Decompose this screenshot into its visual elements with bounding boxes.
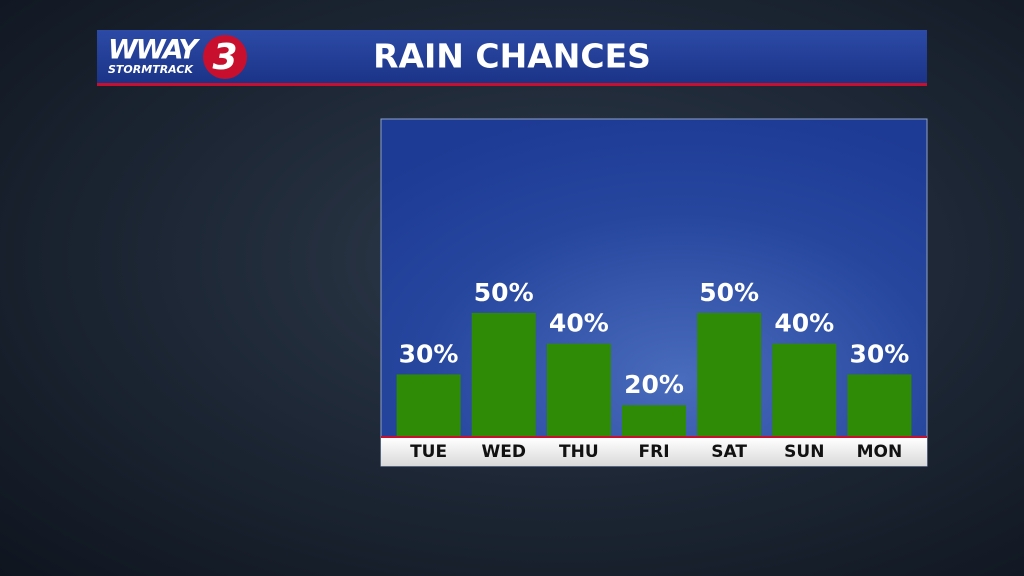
header-rule	[97, 83, 927, 86]
bar	[396, 374, 461, 436]
bar	[697, 312, 762, 436]
label-strip	[381, 438, 927, 466]
x-tick-label: SAT	[711, 442, 747, 462]
bar	[847, 374, 912, 436]
bar	[772, 343, 837, 436]
baseline	[381, 436, 927, 438]
x-tick-label: FRI	[638, 442, 669, 462]
x-tick-label: TUE	[410, 442, 447, 462]
logo-number: 3	[212, 37, 237, 78]
bar	[546, 343, 611, 436]
x-tick-label: THU	[559, 442, 599, 462]
value-label: 50%	[474, 278, 534, 307]
value-label: 40%	[774, 309, 834, 338]
chart-title: RAIN CHANCES	[373, 37, 651, 76]
x-tick-label: WED	[481, 442, 525, 462]
value-label: 30%	[850, 339, 910, 368]
bar	[622, 405, 686, 436]
logo-badge	[203, 35, 247, 79]
logo-sub: STORMTRACK	[108, 63, 194, 76]
x-tick-label: SUN	[784, 442, 824, 462]
value-label: 20%	[624, 370, 684, 399]
bar	[471, 312, 536, 436]
value-label: 30%	[399, 339, 459, 368]
value-label: 40%	[549, 309, 609, 338]
value-label: 50%	[699, 278, 759, 307]
x-tick-label: MON	[857, 442, 903, 462]
logo-name: WWAY	[108, 35, 200, 66]
